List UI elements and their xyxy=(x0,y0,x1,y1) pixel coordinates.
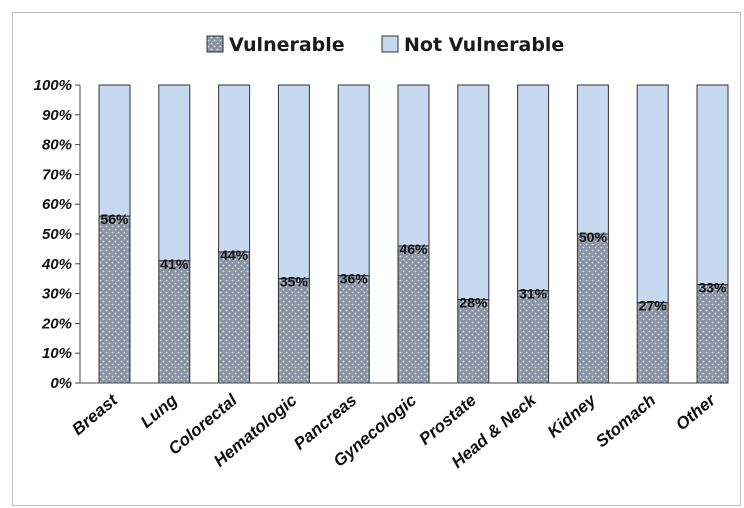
bar-vulnerable xyxy=(517,290,550,384)
data-label: 44% xyxy=(220,247,249,263)
data-label: 41% xyxy=(160,256,189,272)
bar-vulnerable xyxy=(696,284,729,384)
y-tick-label: 60% xyxy=(42,196,72,213)
bar-not-vulnerable xyxy=(696,84,729,286)
bar-vulnerable xyxy=(98,215,131,384)
y-axis: 0% 10% 20% 30% 40% 50% 60% 70% 80% 90% 100% xyxy=(34,77,81,392)
bar-vulnerable xyxy=(397,245,430,384)
bar-not-vulnerable xyxy=(218,84,251,253)
bar-not-vulnerable xyxy=(517,84,550,292)
bar-vulnerable xyxy=(337,275,370,384)
x-axis: Breast LungColorectalHematologicPancreasG… xyxy=(68,382,720,472)
x-tick-label: Breast xyxy=(68,390,122,439)
y-tick-label: 20% xyxy=(41,315,72,332)
chart-frame xyxy=(12,12,741,506)
x-tick-label: Lung xyxy=(137,390,182,432)
y-tick-label: 90% xyxy=(42,107,72,124)
y-tick-label: 50% xyxy=(42,226,72,243)
legend-label-vulnerable: Vulnerable xyxy=(229,34,345,56)
bar-not-vulnerable xyxy=(277,84,310,280)
bar-vulnerable xyxy=(277,278,310,384)
bar-not-vulnerable xyxy=(576,84,609,235)
y-tick-label: 40% xyxy=(41,256,72,273)
data-label: 36% xyxy=(340,271,369,287)
bar-not-vulnerable xyxy=(337,84,370,277)
data-label: 50% xyxy=(579,229,608,245)
legend-swatch-not-vulnerable xyxy=(381,35,399,53)
y-tick-label: 70% xyxy=(42,166,72,183)
bar-vulnerable xyxy=(636,302,669,384)
data-label: 46% xyxy=(399,241,428,257)
data-label: 35% xyxy=(280,274,309,290)
bar-vulnerable xyxy=(218,251,251,384)
bar-vulnerable xyxy=(158,260,191,384)
legend-swatch-vulnerable xyxy=(206,35,224,53)
data-label: 33% xyxy=(698,280,727,296)
data-label: 31% xyxy=(519,286,548,302)
data-label: 56% xyxy=(100,211,129,227)
bar-not-vulnerable xyxy=(457,84,490,301)
y-tick-label: 30% xyxy=(42,286,72,303)
y-tick-label: 100% xyxy=(34,77,72,94)
legend-label-not-vulnerable: Not Vulnerable xyxy=(404,34,564,56)
bar-not-vulnerable xyxy=(158,84,191,262)
bar-vulnerable xyxy=(457,299,490,384)
y-tick-label: 10% xyxy=(42,345,72,362)
bar-not-vulnerable xyxy=(636,84,669,304)
x-tick-label: Other xyxy=(672,390,720,435)
x-tick-label: Kidney xyxy=(544,390,601,442)
legend: Vulnerable Not Vulnerable xyxy=(206,34,564,56)
data-label: 27% xyxy=(639,298,668,314)
y-tick-label: 80% xyxy=(42,137,72,154)
bar-not-vulnerable xyxy=(397,84,430,247)
data-label: 28% xyxy=(459,295,488,311)
bar-vulnerable xyxy=(576,233,609,384)
bars: 56% 41% 44% 35% 36% 46% 28% 31% 50% 27% 33% xyxy=(98,84,729,384)
y-tick-label: 0% xyxy=(50,375,72,392)
bar-not-vulnerable xyxy=(98,84,131,217)
x-tick-label: Stomach xyxy=(592,391,659,452)
